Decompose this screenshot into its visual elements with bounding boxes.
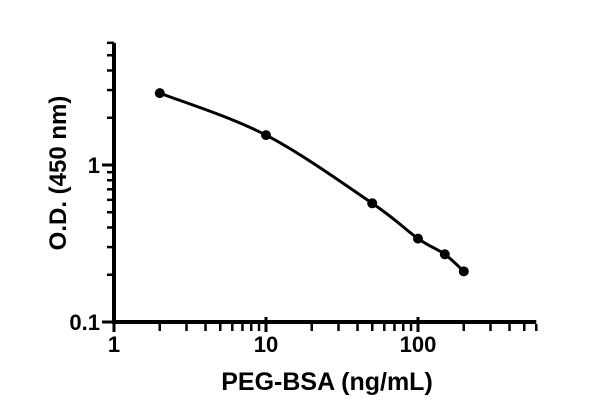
x-axis-title: PEG-BSA (ng/mL) [221, 368, 433, 396]
data-point-marker [367, 198, 378, 209]
standard-curve-line [158, 91, 466, 273]
x-axis-tick-label: 1 [108, 332, 120, 357]
curve-series [154, 88, 469, 277]
x-axis-tick-label: 10 [254, 332, 278, 357]
y-axis-tick-label: 1 [88, 153, 100, 178]
data-point-marker [458, 266, 469, 277]
y-axis-tick-label: 0.1 [69, 310, 100, 335]
data-point-marker [413, 233, 423, 244]
data-point-marker [261, 130, 271, 141]
axes [112, 42, 537, 324]
x-axis-tick-label: 100 [400, 332, 437, 357]
y-axis-title: O.D. (450 nm) [45, 96, 72, 251]
data-point-marker [154, 88, 165, 99]
data-point-marker [439, 249, 450, 260]
axis-tick-labels: 1 10 100 0.1 1 [69, 153, 436, 357]
axis-ticks [102, 41, 538, 332]
